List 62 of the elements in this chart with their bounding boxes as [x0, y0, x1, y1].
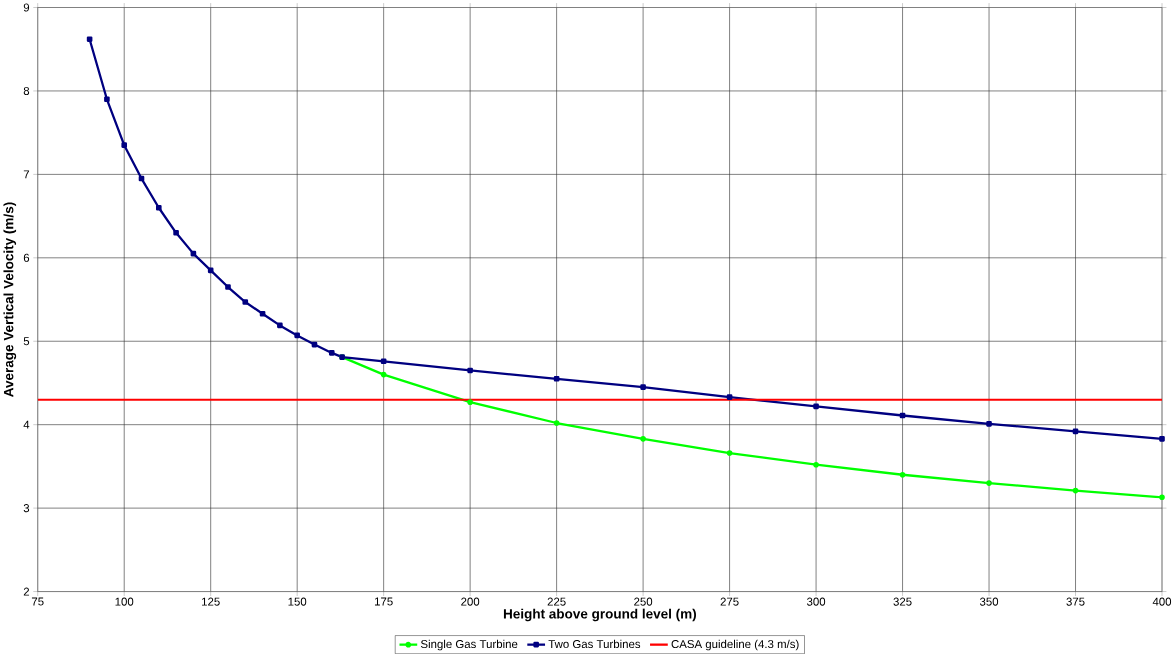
point [311, 341, 318, 348]
point [294, 332, 300, 339]
point [640, 436, 646, 442]
x-tick-label: 275 [720, 597, 739, 606]
x-tick-label: 150 [288, 597, 307, 606]
x-tick-label: 250 [634, 597, 653, 606]
point [726, 394, 733, 400]
y-tick-label: 5 [23, 337, 30, 346]
legend-label: Single Gas Turbine [420, 639, 518, 651]
x-tick-label: 325 [893, 597, 912, 606]
point [1159, 494, 1165, 501]
point [1072, 428, 1079, 435]
point [813, 461, 819, 468]
point [986, 421, 992, 427]
point [467, 367, 473, 374]
point [242, 299, 249, 305]
x-tick-label: 200 [461, 597, 480, 606]
y-tick-label: 2 [23, 587, 30, 596]
x-tick-label: 350 [979, 597, 999, 606]
y-tick-label: 6 [23, 253, 30, 262]
point [173, 230, 179, 236]
y-tick-label: 7 [23, 170, 30, 179]
point [467, 399, 473, 405]
x-tick-label: 175 [374, 597, 393, 606]
y-tick-label: 3 [23, 504, 30, 513]
point [813, 403, 819, 410]
point [104, 96, 110, 103]
point [121, 142, 128, 149]
x-tick-label: 375 [1066, 597, 1085, 606]
point [553, 376, 560, 382]
legend-label: CASA guideline (4.3 m/s) [671, 639, 799, 651]
x-tick-label: 400 [1152, 597, 1172, 606]
point [155, 204, 162, 211]
point [640, 384, 646, 390]
point [328, 350, 335, 356]
point [899, 471, 906, 478]
point [277, 322, 283, 329]
x-tick-label: 125 [202, 597, 220, 606]
x-axis-title: Height above ground level (m) [503, 608, 697, 622]
point [207, 267, 214, 274]
point [380, 371, 387, 378]
y-tick-label: 4 [23, 420, 30, 429]
point [1072, 487, 1079, 494]
legend-label: Two Gas Turbines [548, 639, 641, 649]
x-tick-label: 225 [547, 597, 566, 606]
point [380, 358, 387, 365]
x-tick-label: 100 [115, 597, 134, 606]
point [553, 420, 560, 426]
point [225, 284, 231, 290]
point [138, 175, 145, 182]
point [190, 250, 197, 257]
x-tick-label: 300 [806, 597, 826, 606]
point [726, 450, 733, 456]
x-tick-label: 75 [31, 597, 44, 606]
point [899, 412, 906, 419]
point [1159, 436, 1165, 442]
point [86, 36, 93, 43]
point [259, 310, 266, 317]
y-tick-label: 9 [23, 3, 30, 12]
y-axis-title: Average Vertical Velocity (m/s) [3, 202, 17, 397]
y-tick-label: 8 [23, 86, 30, 96]
point [986, 480, 992, 486]
